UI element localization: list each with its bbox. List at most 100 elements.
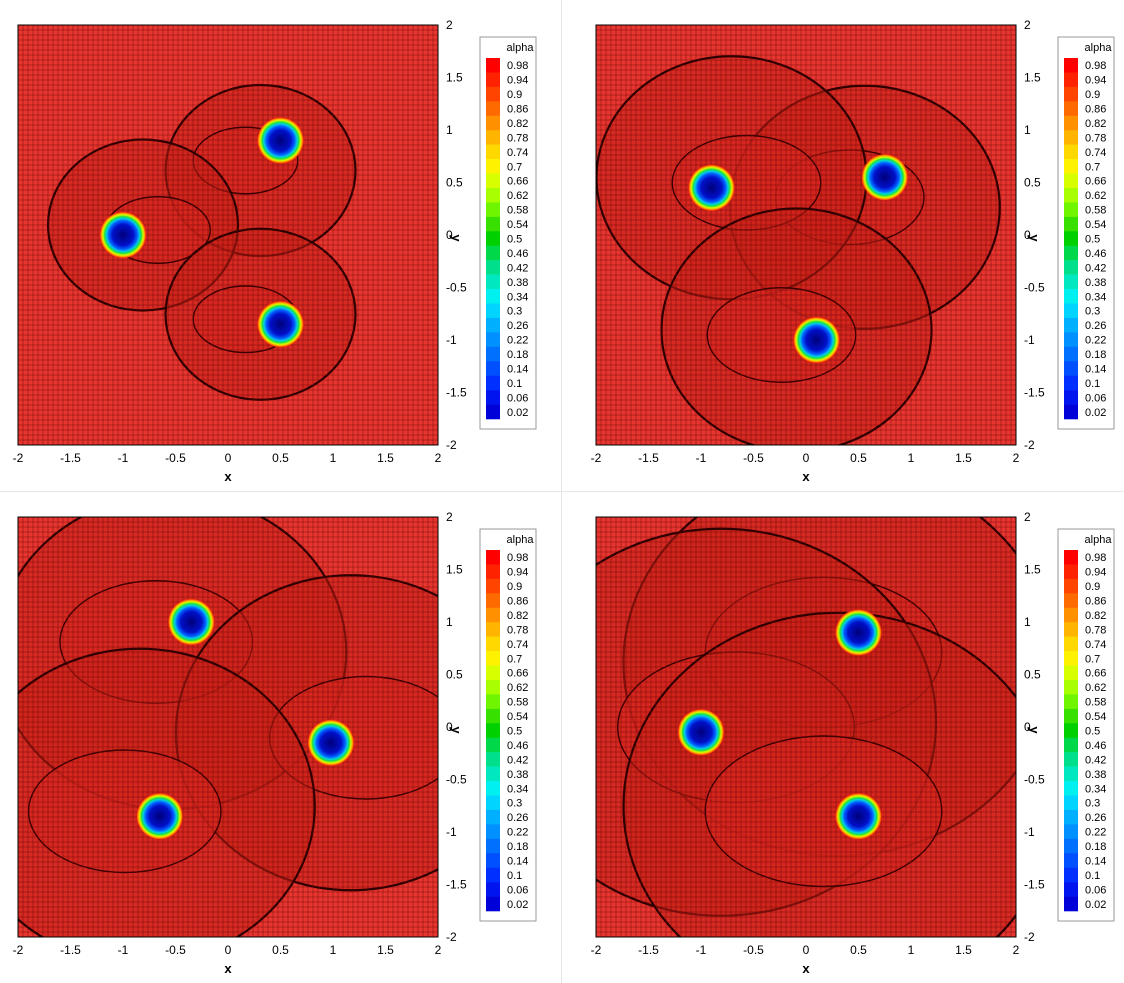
colorbar-level-label: 0.46 xyxy=(1085,740,1106,752)
droplet xyxy=(136,793,183,840)
colorbar-level-label: 0.58 xyxy=(507,697,528,709)
colorbar-swatch xyxy=(486,622,500,637)
plot-frame xyxy=(595,516,1017,938)
y-tick-label: 1.5 xyxy=(1024,563,1041,577)
colorbar-swatch xyxy=(1064,173,1078,189)
colorbar-swatch xyxy=(486,809,500,825)
colorbar-swatch xyxy=(486,115,500,131)
colorbar-level-label: 0.98 xyxy=(1085,552,1106,564)
x-tick-label: 2 xyxy=(435,451,442,465)
colorbar-level-label: 0.42 xyxy=(1085,262,1106,274)
x-tick-label: 0.5 xyxy=(272,943,289,957)
y-tick-label: 0 xyxy=(1024,720,1031,734)
y-tick-label: 0 xyxy=(446,720,453,734)
colorbar-swatch xyxy=(486,173,500,189)
x-tick-label: 1.5 xyxy=(955,943,972,957)
x-tick-label: -2 xyxy=(13,943,24,957)
y-tick-label: -1.5 xyxy=(446,386,467,400)
colorbar-swatch xyxy=(1064,375,1078,391)
colorbar-level-label: 0.54 xyxy=(507,711,528,723)
alpha-contour-plot: -2 -1.5 -1 -0.5 0 0.5 1 1.5 2 2 1.5 1 0.5 0 -0.5 -1 -1.5… xyxy=(13,18,537,484)
colorbar-swatch xyxy=(1064,737,1078,753)
colorbar-swatch xyxy=(1064,622,1078,637)
colorbar-swatch xyxy=(486,260,500,275)
y-axis-label: y xyxy=(449,726,464,734)
colorbar-level-label: 0.34 xyxy=(1085,783,1106,795)
y-tick-label: 1 xyxy=(446,615,453,629)
y-tick-label: -1 xyxy=(446,825,457,839)
colorbar-level-label: 0.62 xyxy=(1085,682,1106,694)
y-tick-label: 2 xyxy=(1024,18,1031,32)
y-tick-label: 0.5 xyxy=(446,176,463,190)
colorbar-level-label: 0.62 xyxy=(507,682,528,694)
y-tick-label: -0.5 xyxy=(446,773,467,787)
colorbar-level-label: 0.3 xyxy=(1085,306,1100,318)
colorbar-level-label: 0.46 xyxy=(1085,248,1106,260)
colorbar-swatch xyxy=(486,665,500,681)
colorbar-level-label: 0.82 xyxy=(1085,610,1106,622)
colorbar-level-label: 0.94 xyxy=(507,567,528,579)
droplet xyxy=(257,117,304,164)
y-axis-label: y xyxy=(1027,234,1042,242)
colorbar-level-label: 0.3 xyxy=(507,306,522,318)
y-tick-label: 0.5 xyxy=(446,668,463,682)
x-tick-label: 1 xyxy=(330,943,337,957)
y-tick-label: 2 xyxy=(446,18,453,32)
colorbar-swatch xyxy=(1064,260,1078,275)
colorbar-swatch xyxy=(1064,245,1078,261)
colorbar-level-label: 0.7 xyxy=(507,653,522,665)
y-axis-label: y xyxy=(449,234,464,242)
y-tick-label: 0 xyxy=(446,228,453,242)
colorbar-level-label: 0.62 xyxy=(1085,190,1106,202)
plot-frame xyxy=(17,24,439,446)
alpha-contour-plot: -2 -1.5 -1 -0.5 0 0.5 1 1.5 2 2 1.5 1 0.5 0 -0.5 -1 -1.5… xyxy=(591,510,1115,976)
colorbar-level-label: 0.98 xyxy=(507,552,528,564)
colorbar-swatch xyxy=(1064,593,1078,609)
colorbar-level-label: 0.54 xyxy=(1085,711,1106,723)
colorbar-level-label: 0.78 xyxy=(1085,132,1106,144)
colorbar-swatch xyxy=(1064,550,1078,565)
colorbar-level-label: 0.7 xyxy=(1085,653,1100,665)
plot-frame xyxy=(17,516,439,938)
colorbar-level-label: 0.18 xyxy=(507,841,528,853)
colorbar-swatch xyxy=(1064,303,1078,319)
colorbar-swatch xyxy=(486,187,500,203)
colorbar-level-label: 0.22 xyxy=(1085,335,1106,347)
colorbar-swatch xyxy=(1064,115,1078,131)
colorbar-swatch xyxy=(486,58,500,73)
colorbar-swatch xyxy=(486,274,500,290)
colorbar-swatch xyxy=(486,130,500,145)
colorbar-level-label: 0.22 xyxy=(1085,827,1106,839)
colorbar-level-label: 0.26 xyxy=(507,812,528,824)
colorbar-swatch xyxy=(486,636,500,652)
panel-divider-horizontal xyxy=(0,491,1124,492)
colorbar-level-label: 0.62 xyxy=(507,190,528,202)
droplet xyxy=(307,719,354,766)
x-tick-label: 0 xyxy=(803,451,810,465)
droplet xyxy=(861,154,908,201)
colorbar-level-label: 0.38 xyxy=(1085,277,1106,289)
chart-panel-1: -2 -1.5 -1 -0.5 0 0.5 1 1.5 2 2 1.5 1 0.5 0 -0.5 -1 -1.5… xyxy=(0,0,562,491)
alpha-contour-plot: -2 -1.5 -1 -0.5 0 0.5 1 1.5 2 2 1.5 1 0.5 0 -0.5 -1 -1.5… xyxy=(13,510,537,976)
colorbar-level-label: 0.9 xyxy=(507,89,522,101)
colorbar-level-label: 0.9 xyxy=(1085,581,1100,593)
colorbar-swatch xyxy=(486,231,500,247)
x-tick-label: -2 xyxy=(13,451,24,465)
colorbar-swatch xyxy=(486,202,500,218)
x-tick-label: 2 xyxy=(1013,943,1020,957)
y-tick-label: -1 xyxy=(1024,333,1035,347)
y-tick-label: -1.5 xyxy=(1024,386,1045,400)
y-tick-label: 2 xyxy=(446,510,453,524)
colorbar-level-label: 0.86 xyxy=(507,596,528,608)
colorbar-swatch xyxy=(486,303,500,319)
colorbar-swatch xyxy=(1064,679,1078,695)
colorbar-level-label: 0.58 xyxy=(1085,697,1106,709)
colorbar-swatch xyxy=(486,896,500,912)
x-tick-label: -0.5 xyxy=(743,451,764,465)
colorbar-level-label: 0.9 xyxy=(507,581,522,593)
colorbar-swatch xyxy=(486,752,500,767)
colorbar-level-label: 0.7 xyxy=(1085,161,1100,173)
colorbar-level-label: 0.5 xyxy=(507,234,522,246)
colorbar-level-label: 0.06 xyxy=(1085,884,1106,896)
x-tick-label: -2 xyxy=(591,943,602,957)
